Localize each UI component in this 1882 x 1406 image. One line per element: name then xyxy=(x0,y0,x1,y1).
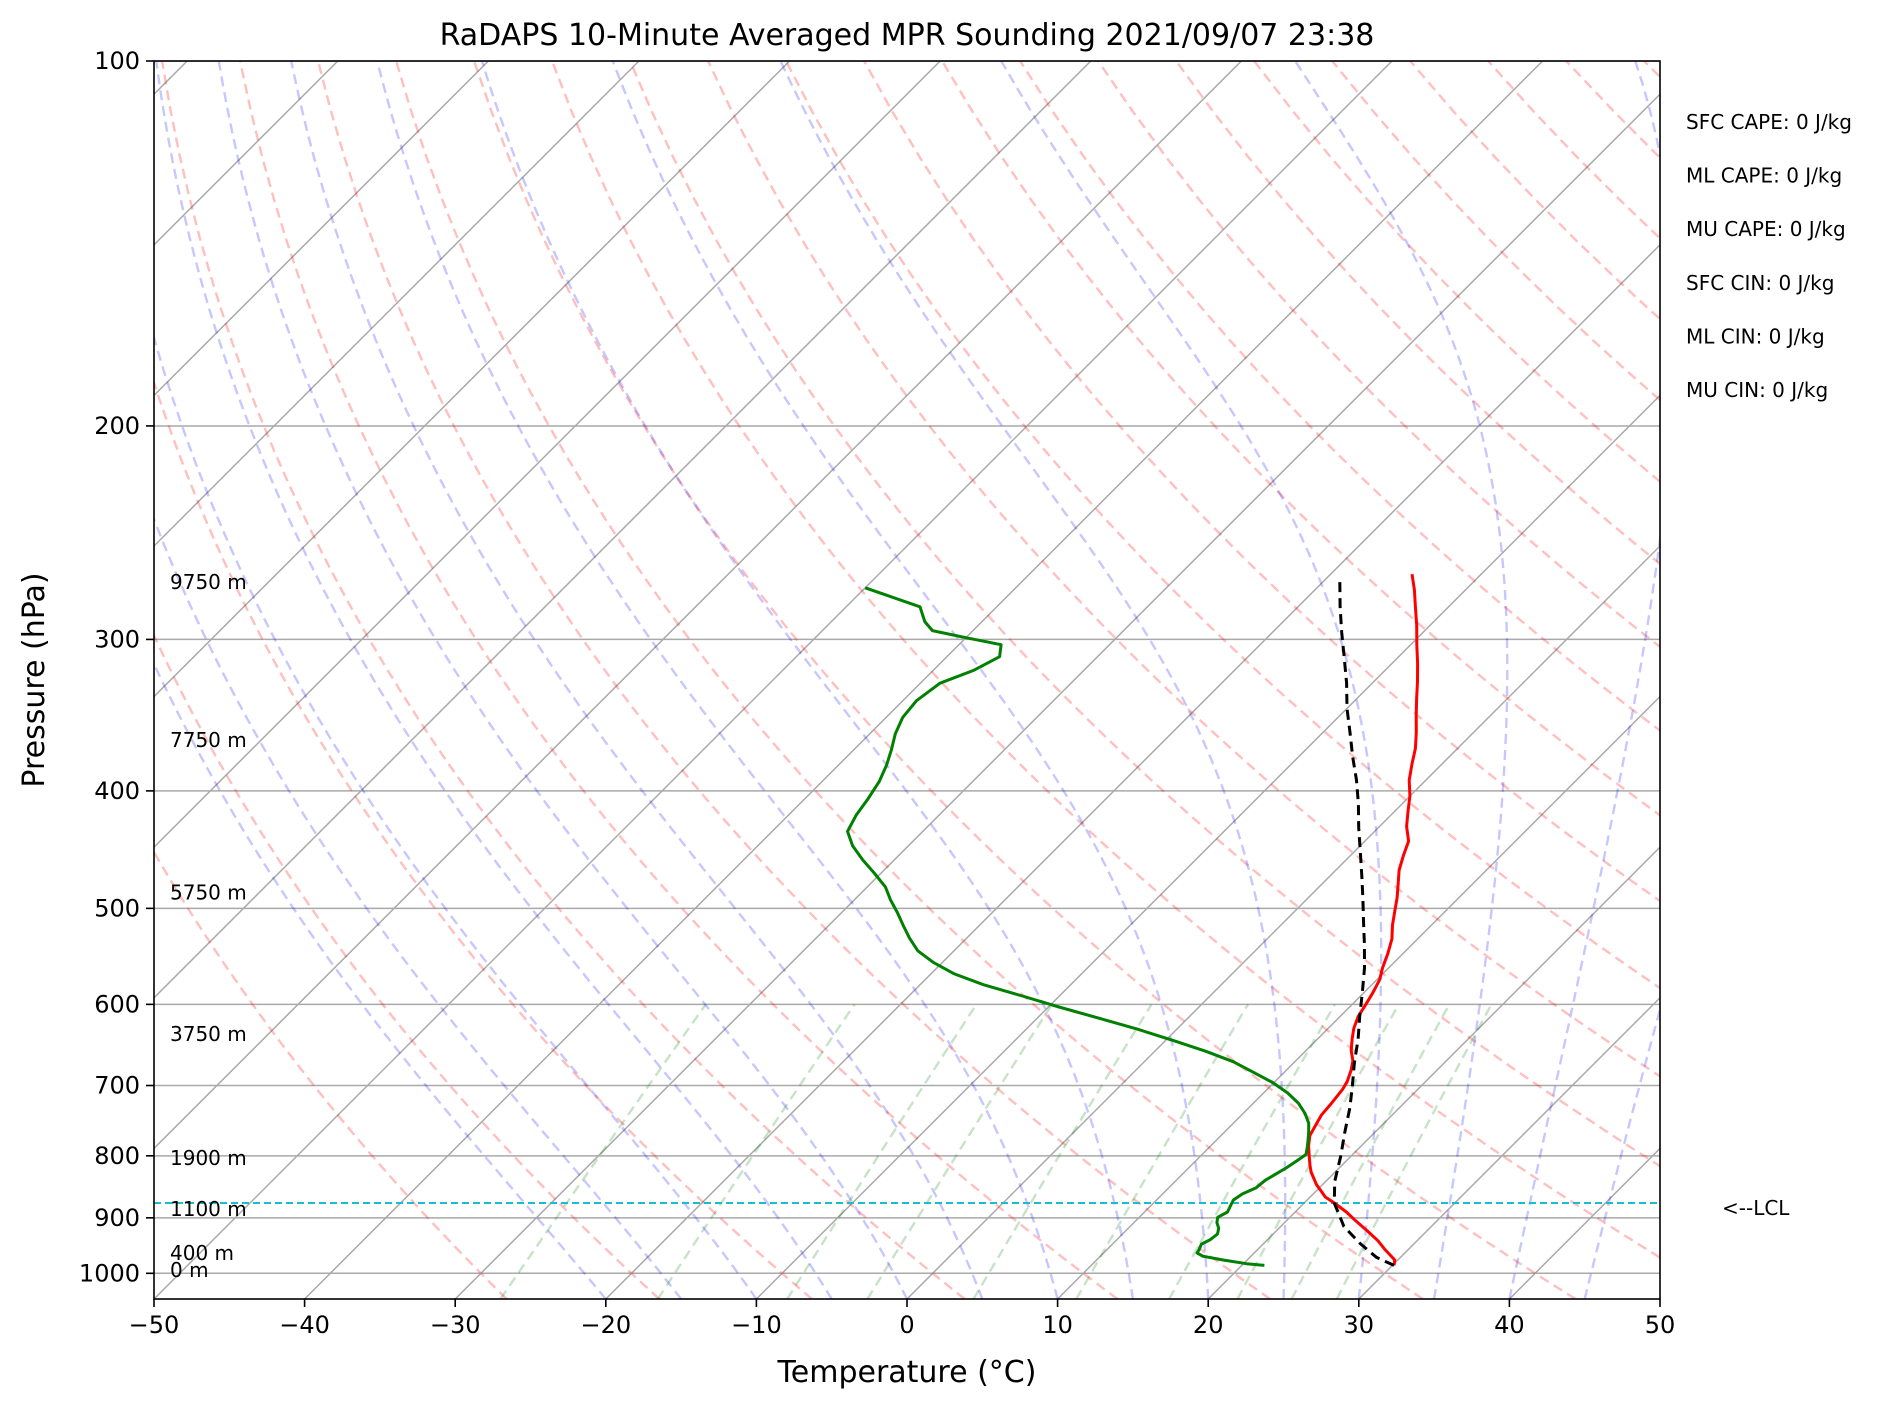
isotherm-line xyxy=(1358,996,1660,1299)
dry-adiabat xyxy=(707,61,1660,1078)
dry-adiabat xyxy=(154,378,813,1299)
isotherm-line xyxy=(755,394,1660,1299)
lcl-label: <--LCL xyxy=(1722,1196,1790,1220)
isotherm-line xyxy=(154,61,640,548)
x-tick-label: 30 xyxy=(1344,1311,1375,1339)
y-axis-label: Pressure (hPa) xyxy=(17,572,52,787)
y-tick-label: 900 xyxy=(94,1204,140,1232)
height-label: 5750 m xyxy=(170,880,247,904)
x-tick-label: 40 xyxy=(1494,1311,1525,1339)
y-tick-label: 700 xyxy=(94,1072,140,1100)
y-tick-label: 200 xyxy=(94,412,140,440)
moist-adiabat xyxy=(154,516,683,1299)
moist-adiabat xyxy=(154,333,758,1299)
y-tick-label: 600 xyxy=(94,990,140,1018)
isotherm-line xyxy=(154,61,1092,999)
mixing-ratio-line xyxy=(1168,1003,1336,1299)
isotherm-line xyxy=(154,61,791,698)
grid-layer xyxy=(154,61,1660,1299)
moist-adiabat xyxy=(779,61,1287,1299)
dry-adiabat xyxy=(394,61,1424,1299)
y-tick-label: 800 xyxy=(94,1142,140,1170)
mixing-ratio-line xyxy=(866,1003,1053,1299)
isotherm-line xyxy=(154,61,1242,1150)
stability-index: ML CIN: 0 J/kg xyxy=(1686,324,1825,348)
isotherm-line xyxy=(906,544,1660,1299)
isotherm-line xyxy=(154,61,489,397)
dry-adiabat xyxy=(1175,61,1660,566)
isotherm-line xyxy=(1207,846,1660,1299)
isotherm-line xyxy=(304,61,1544,1299)
moist-adiabat xyxy=(155,61,833,1299)
stability-index: MU CIN: 0 J/kg xyxy=(1686,378,1828,402)
temperature-profile xyxy=(1307,573,1420,1266)
stability-index: SFC CAPE: 0 J/kg xyxy=(1686,110,1852,134)
y-tick-label: 500 xyxy=(94,894,140,922)
x-tick-label: −50 xyxy=(129,1311,180,1339)
data-layer xyxy=(154,573,1660,1267)
mixing-ratio-line xyxy=(1335,1003,1493,1299)
stability-index: MU CAPE: 0 J/kg xyxy=(1686,217,1846,241)
moist-adiabat xyxy=(1508,61,1660,1299)
y-tick-label: 400 xyxy=(94,777,140,805)
x-tick-label: 20 xyxy=(1193,1311,1224,1339)
mixing-ratio-line xyxy=(1236,1003,1400,1299)
dry-adiabat xyxy=(316,61,1271,1299)
isotherm-line xyxy=(154,61,1393,1299)
x-axis-label: Temperature (°C) xyxy=(777,1355,1037,1390)
chart-title: RaDAPS 10-Minute Averaged MPR Sounding 2… xyxy=(440,18,1375,53)
dry-adiabat xyxy=(154,632,661,1299)
height-label: 9750 m xyxy=(170,570,247,594)
dry-adiabat xyxy=(628,61,1660,1168)
y-tick-label: 1000 xyxy=(79,1259,140,1287)
moist-adiabat xyxy=(154,661,607,1299)
y-tick-label: 300 xyxy=(94,625,140,653)
moist-adiabat xyxy=(611,61,1210,1299)
dry-adiabat xyxy=(238,61,1119,1299)
isotherm-line xyxy=(1057,695,1660,1299)
moist-adiabat xyxy=(290,61,984,1299)
moist-adiabat xyxy=(1000,61,1383,1299)
height-label: 1900 m xyxy=(170,1146,247,1170)
moist-adiabat xyxy=(217,61,909,1299)
y-tick-label: 100 xyxy=(94,47,140,75)
mixing-ratio-line xyxy=(1075,1003,1250,1299)
height-label: 0 m xyxy=(170,1258,209,1282)
x-tick-label: 0 xyxy=(899,1311,914,1339)
isotherm-line xyxy=(154,61,941,849)
isotherm-line xyxy=(454,93,1660,1299)
dry-adiabat xyxy=(154,849,508,1299)
stability-index: ML CAPE: 0 J/kg xyxy=(1686,164,1842,188)
dry-adiabat xyxy=(550,61,1660,1259)
isotherm-line xyxy=(605,243,1660,1299)
height-label: 1100 m xyxy=(170,1197,247,1221)
mixing-ratio-line xyxy=(656,1003,856,1299)
mixing-ratio-line xyxy=(786,1003,978,1299)
x-tick-label: −10 xyxy=(731,1311,782,1339)
mixing-ratio-line xyxy=(972,1003,1153,1299)
mixing-ratio-line xyxy=(1290,1003,1451,1299)
stability-index: SFC CIN: 0 J/kg xyxy=(1686,271,1834,295)
dry-adiabat xyxy=(941,61,1660,817)
x-tick-label: −40 xyxy=(279,1311,330,1339)
x-tick-label: 10 xyxy=(1042,1311,1073,1339)
x-tick-label: 50 xyxy=(1645,1311,1676,1339)
x-tick-label: −20 xyxy=(580,1311,631,1339)
height-label: 400 m xyxy=(170,1241,234,1265)
dry-adiabat xyxy=(160,61,966,1299)
dewpoint-profile xyxy=(846,586,1311,1267)
moist-adiabat xyxy=(480,61,1135,1299)
dry-adiabat xyxy=(785,61,1660,990)
height-label: 7750 m xyxy=(170,728,247,752)
height-label: 3750 m xyxy=(170,1022,247,1046)
dry-adiabat xyxy=(1019,61,1660,733)
moist-adiabat xyxy=(1583,1004,1660,1299)
moist-adiabat xyxy=(1294,61,1509,1299)
x-tick-label: −30 xyxy=(430,1311,481,1339)
tick-layer: −50 −40 −30 −20 −10 0 10 20 30 40 50 100 200 300 400 50… xyxy=(79,47,1675,1339)
dry-adiabat xyxy=(472,61,1577,1299)
